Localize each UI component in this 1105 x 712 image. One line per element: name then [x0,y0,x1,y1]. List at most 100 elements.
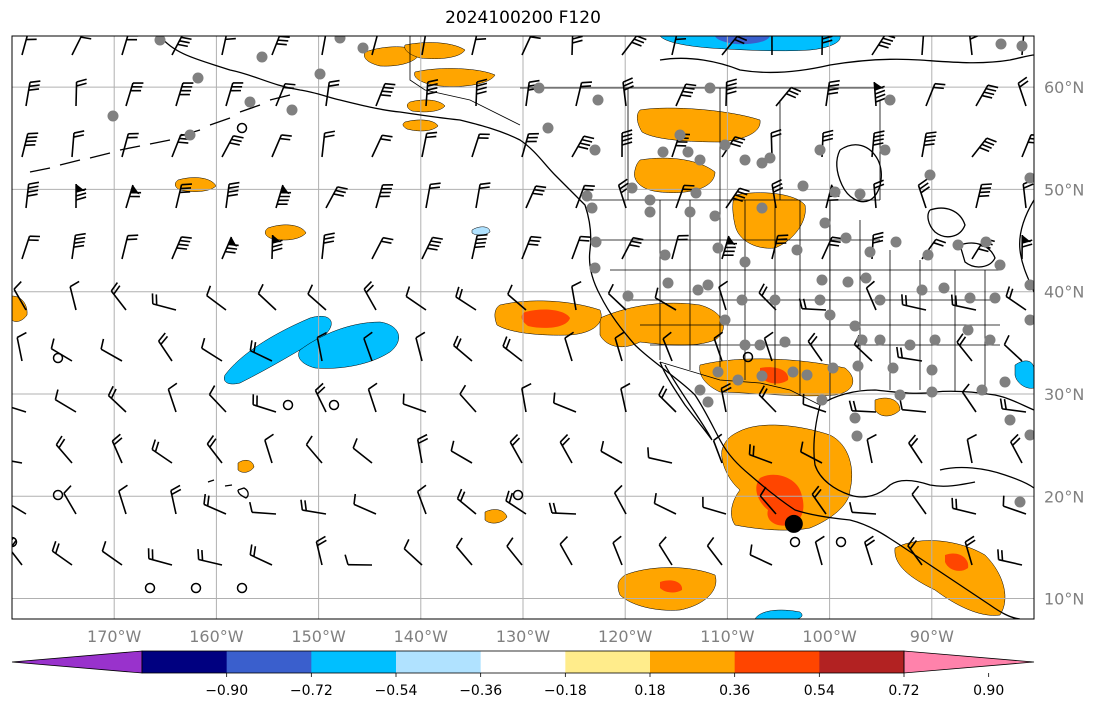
coastline-great-lakes [927,207,996,268]
station-dot [684,206,696,218]
wind-barb [702,496,727,515]
anomaly-pacific-small-4 [484,509,508,524]
wind-barb [759,486,777,515]
station-dot [586,202,598,214]
colorbar-tick-label: −0.72 [290,683,333,699]
wind-barb [16,331,27,362]
longitude-labels: 170°W 160°W 150°W 140°W 130°W 120°W 110°W 100°W… [87,627,954,646]
station-dot [1016,40,1028,52]
station-dot [709,210,721,222]
wind-barb [271,134,292,158]
wind-barb [111,433,123,464]
station-dot [690,187,702,199]
station-dot [739,339,751,351]
wind-barb [613,484,627,515]
wind-barb [100,338,123,362]
wind-barb [375,184,394,209]
wind-barb [363,331,373,362]
wind-barb [367,382,378,413]
anomaly-pacific-40n-core [521,309,570,328]
wind-barb [248,501,277,515]
station-dot [542,122,554,134]
station-dot [644,206,656,218]
wind-barb [865,280,877,311]
longitude-label: 90°W [910,627,954,646]
station-dot [769,294,781,306]
colorbar-extend-min [11,650,143,674]
station-dot [622,290,634,302]
station-dot [719,139,731,151]
wind-barb [749,544,773,566]
wind-barb [863,535,876,566]
longitude-label: 160°W [189,627,244,646]
wind-barb [275,82,296,107]
station-dot [712,366,724,378]
wind-barb [607,283,627,311]
station-dot [926,386,938,398]
station-dot [962,324,974,336]
wind-barb [620,382,631,413]
wind-barb [200,337,223,362]
station-dot [626,182,638,194]
wind-barb [455,537,473,566]
station-dot [964,292,976,304]
wind-barb [305,435,323,464]
latitude-label: 10°N [1044,590,1084,609]
station-dot [924,169,936,181]
wind-barb [1009,433,1023,464]
wind-barb [811,485,827,515]
colorbar-tick-label: 0.18 [634,683,665,699]
wind-barb [771,179,784,209]
wind-barb [118,484,128,515]
wind-barb [125,82,144,107]
anomaly-pacific-small-2 [265,224,307,241]
calm-circle [789,536,801,548]
wind-barb [264,433,274,464]
wind-barb [316,331,327,362]
station-dot [890,236,902,248]
station-dot [787,366,799,378]
station-dot [719,314,731,326]
station-dot [814,144,826,156]
colorbar-segment [650,651,736,673]
wind-barb [421,236,443,260]
station-dot [984,334,996,346]
latitude-label: 40°N [1044,283,1084,302]
wind-barb [352,438,373,464]
station-dot [829,186,841,198]
station-dot [929,334,941,346]
station-dot [286,104,298,116]
wind-barb [821,36,833,56]
coastline-hawaii [207,479,249,499]
wind-barb [622,77,634,107]
wind-barb [110,282,127,311]
wind-barb [821,236,843,260]
wind-barb [725,78,737,107]
wind-barbs [12,36,1034,566]
station-dot [887,362,899,374]
colorbar-segment [396,651,482,673]
wind-barb [848,501,877,515]
wind-barb [971,137,997,158]
wind-barb [203,493,227,515]
wind-barb [307,284,327,311]
wind-barb [147,548,173,566]
wind-barb [450,440,473,464]
wind-barb [896,346,923,362]
wind-barb [416,433,429,464]
wind-barb [225,82,244,107]
anomaly-negative-north-core [715,36,770,45]
wind-barb [559,433,573,464]
station-dot [851,430,863,442]
station-dot [816,274,828,286]
anomaly-mexico-core [756,474,804,526]
station-dot [1024,279,1034,291]
wind-barb [175,183,193,209]
wind-barb [713,331,724,362]
wind-barb [505,490,527,515]
wind-barb [997,549,1023,566]
station-dot [644,194,656,206]
wind-barb [300,499,327,515]
anomaly-texas-core [760,367,789,384]
wind-barb [748,444,773,464]
